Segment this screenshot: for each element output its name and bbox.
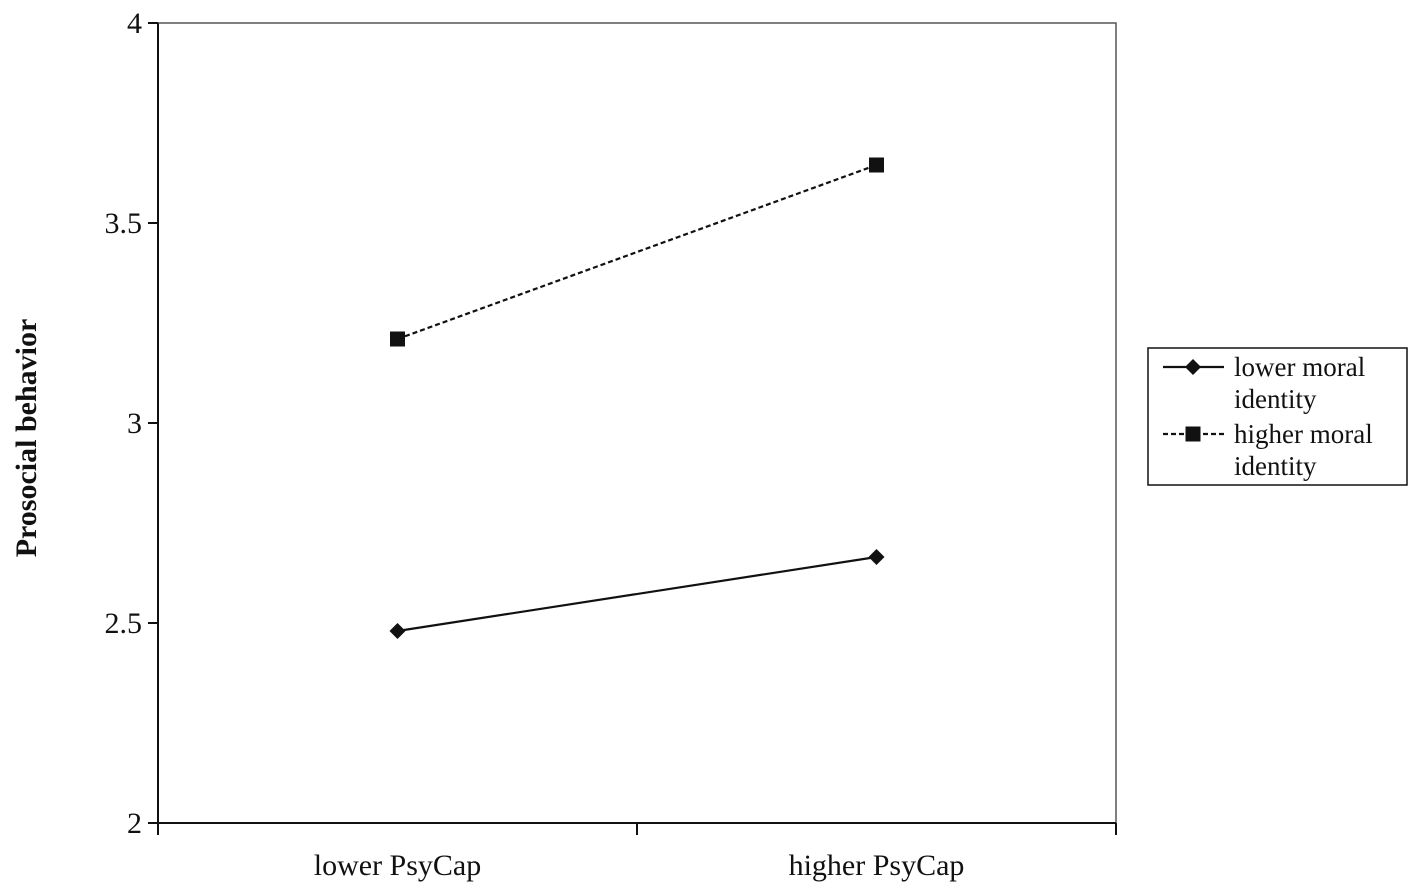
data-point	[868, 549, 885, 565]
series-layer	[389, 157, 885, 639]
legend-label: lower moral	[1234, 352, 1365, 382]
series-2	[390, 157, 884, 347]
legend-label: identity	[1234, 384, 1317, 414]
x-tick-label: higher PsyCap	[789, 849, 965, 882]
data-point	[390, 331, 405, 347]
y-tick-label: 2	[127, 807, 142, 840]
x-tick-label: lower PsyCap	[314, 849, 482, 882]
y-tick-label: 4	[127, 7, 142, 40]
y-axis: 2 2.5 3 3.5 4	[105, 7, 159, 840]
y-tick-label: 3	[127, 407, 142, 440]
x-axis: lower PsyCap higher PsyCap	[157, 822, 1117, 882]
legend-marker	[1185, 359, 1201, 375]
legend-label: identity	[1234, 451, 1317, 481]
series-line	[397, 163, 877, 341]
y-tick-label: 2.5	[105, 607, 143, 640]
legend-marker	[1185, 426, 1201, 442]
data-point	[389, 623, 406, 639]
y-axis-title: Prosocial behavior	[10, 319, 43, 558]
series-line	[397, 555, 877, 633]
series-1	[389, 549, 885, 639]
plot-area	[157, 22, 1117, 824]
y-tick-label: 3.5	[105, 207, 143, 240]
data-point	[869, 157, 884, 173]
legend-label: higher moral	[1234, 419, 1373, 449]
plot-border	[157, 22, 1117, 824]
